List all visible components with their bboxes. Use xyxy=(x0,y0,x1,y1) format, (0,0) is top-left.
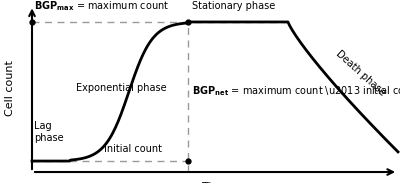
Text: Initial count: Initial count xyxy=(104,144,162,154)
Text: $\mathbf{BGP_{net}}$ = maximum count \u2013 initial count: $\mathbf{BGP_{net}}$ = maximum count \u2… xyxy=(192,85,400,98)
Text: Death phase: Death phase xyxy=(334,48,387,98)
Text: Stationary phase: Stationary phase xyxy=(192,1,275,11)
Text: Exponential phase: Exponential phase xyxy=(76,83,167,93)
Text: Lag
phase: Lag phase xyxy=(34,121,64,143)
Text: $\mathbf{BGP_{max}}$ = maximum count: $\mathbf{BGP_{max}}$ = maximum count xyxy=(34,0,169,13)
Text: Time: Time xyxy=(202,182,230,183)
Text: Cell count: Cell count xyxy=(5,60,15,116)
